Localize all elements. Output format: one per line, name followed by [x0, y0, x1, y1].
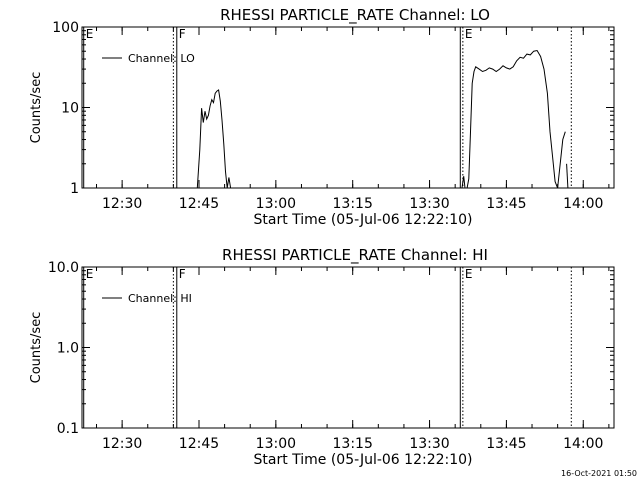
y-tick-label: 1	[70, 181, 79, 197]
lo-channel-panel: RHESSI PARTICLE_RATE Channel: LO Start Ti…	[29, 6, 615, 228]
x-axis-label: Start Time (05-Jul-06 12:22:10)	[253, 452, 472, 468]
legend-label: Channel: HI	[128, 292, 192, 305]
x-tick-label: 13:00	[256, 196, 296, 212]
y-axis-label: Counts/sec	[29, 312, 44, 384]
event-line-label: F	[179, 27, 186, 41]
x-tick-label: 12:30	[102, 436, 142, 452]
y-tick-label: 10.0	[48, 260, 79, 276]
event-line-label: E	[86, 267, 94, 281]
chart-title: RHESSI PARTICLE_RATE Channel: HI	[222, 246, 488, 265]
y-tick-label: 10	[61, 101, 79, 117]
generation-timestamp: 16-Oct-2021 01:50	[561, 469, 637, 478]
x-tick-label: 12:30	[102, 196, 142, 212]
x-tick-label: 14:00	[563, 436, 603, 452]
series-line	[196, 89, 232, 188]
x-tick-label: 13:30	[409, 436, 449, 452]
x-tick-label: 13:45	[486, 196, 526, 212]
x-tick-label: 12:45	[179, 436, 219, 452]
x-axis-label: Start Time (05-Jul-06 12:22:10)	[253, 212, 472, 228]
y-axis-label: Counts/sec	[29, 72, 44, 144]
y-tick-label: 0.1	[57, 421, 79, 437]
series-line	[461, 49, 566, 188]
event-line-label: F	[179, 267, 186, 281]
x-tick-label: 13:15	[333, 196, 373, 212]
chart-title: RHESSI PARTICLE_RATE Channel: LO	[220, 6, 490, 25]
x-tick-label: 12:45	[179, 196, 219, 212]
y-tick-label: 1.0	[57, 341, 79, 357]
hi-channel-panel: RHESSI PARTICLE_RATE Channel: HI Start Ti…	[29, 246, 615, 468]
y-tick-label: 100	[52, 20, 79, 36]
event-line-label: E	[465, 267, 473, 281]
x-tick-label: 13:15	[333, 436, 373, 452]
x-tick-label: 14:00	[563, 196, 603, 212]
legend-label: Channel: LO	[128, 52, 195, 65]
series-line	[566, 163, 569, 188]
x-tick-label: 13:45	[486, 436, 526, 452]
x-tick-label: 13:00	[256, 436, 296, 452]
x-tick-label: 13:30	[409, 196, 449, 212]
event-line-label: E	[86, 27, 94, 41]
event-line-label: E	[465, 27, 473, 41]
